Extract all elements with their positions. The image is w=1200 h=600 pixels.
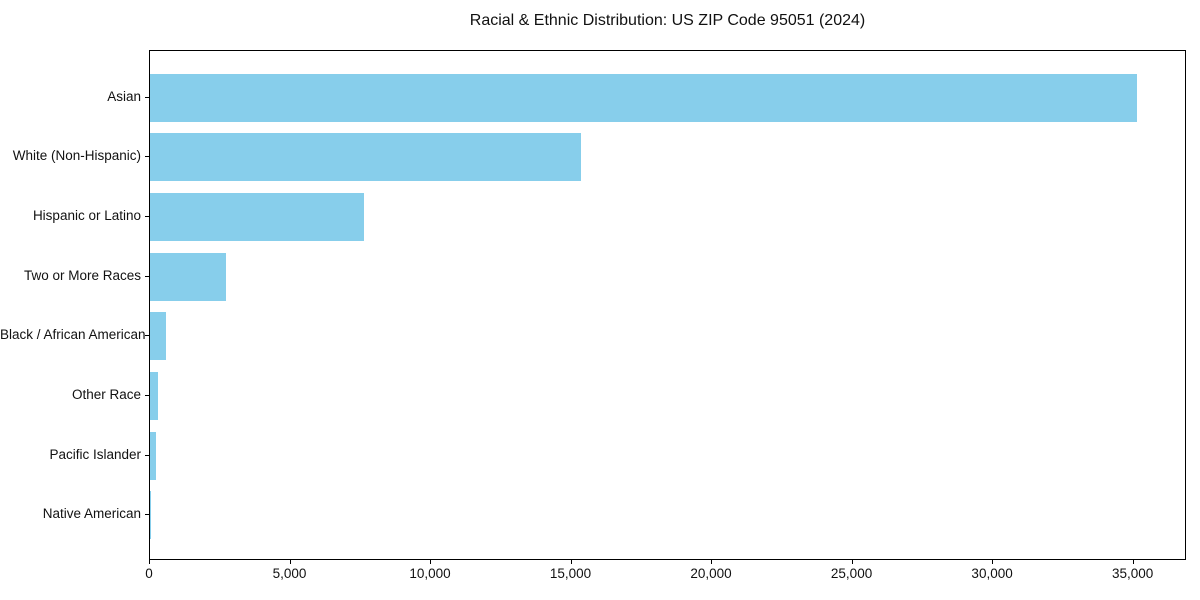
x-tick-label: 30,000 — [971, 566, 1013, 581]
bar-pacific-islander — [150, 431, 156, 480]
x-axis-tick — [992, 560, 994, 564]
bar-two-or-more-races — [150, 252, 227, 301]
x-axis-tick — [430, 560, 432, 564]
y-axis-tick — [145, 395, 149, 396]
y-axis-tick — [145, 335, 149, 337]
plot-area — [149, 50, 1186, 560]
x-axis-tick — [149, 560, 150, 564]
y-tick-label-pacific-islander: Pacific Islander — [49, 446, 141, 462]
x-tick-label: 10,000 — [409, 566, 451, 581]
y-axis-tick — [145, 156, 149, 158]
y-axis-tick — [145, 514, 149, 516]
y-tick-label-white-non-hispanic: White (Non-Hispanic) — [12, 148, 141, 164]
y-tick-label-black-african-american: Black / African American — [0, 327, 146, 343]
y-axis-tick — [145, 96, 149, 98]
x-tick-label: 25,000 — [830, 566, 873, 581]
y-tick-label-hispanic-or-latino: Hispanic or Latino — [32, 207, 141, 223]
x-tick-label: 5,000 — [272, 566, 307, 581]
x-axis-tick — [289, 560, 291, 564]
x-tick-label: 15,000 — [549, 566, 592, 581]
x-axis-tick — [851, 560, 853, 564]
y-axis-tick — [145, 215, 149, 217]
y-tick-label-asian: Asian — [107, 88, 141, 104]
x-axis-tick — [570, 560, 572, 564]
x-tick-label: 20,000 — [690, 566, 732, 581]
y-axis-tick — [145, 275, 149, 277]
y-tick-label-two-or-more-races: Two or More Races — [23, 267, 141, 283]
chart-title: Racial & Ethnic Distribution: US ZIP Cod… — [469, 12, 866, 29]
y-tick-label-native-american: Native American — [42, 506, 141, 522]
x-axis-tick — [711, 560, 713, 564]
x-tick-label: 0 — [145, 566, 153, 581]
y-tick-label-other-race: Other Race — [71, 387, 141, 402]
bar-black-african-american — [150, 312, 167, 361]
y-axis-tick — [145, 454, 149, 456]
bar-other-race — [150, 372, 158, 420]
bar-hispanic-or-latino — [150, 192, 365, 241]
x-axis-tick — [1132, 560, 1134, 564]
bar-asian — [150, 73, 1138, 122]
x-tick-label: 35,000 — [1111, 566, 1154, 581]
bar-native-american — [150, 491, 152, 540]
bar-white-non-hispanic — [150, 133, 582, 182]
